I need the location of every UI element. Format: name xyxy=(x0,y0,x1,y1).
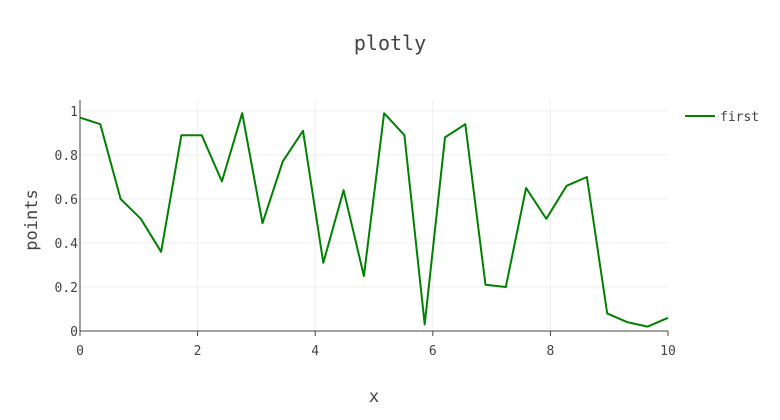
x-tick-label: 6 xyxy=(429,344,437,359)
x-tick-label: 0 xyxy=(76,344,84,359)
y-tick-label: 0.6 xyxy=(55,193,78,208)
y-tick-label: 0.8 xyxy=(55,149,78,164)
x-tick-label: 2 xyxy=(194,344,202,359)
x-tick-label: 8 xyxy=(546,344,554,359)
legend-label: first xyxy=(720,110,759,125)
x-axis-title: x xyxy=(369,387,379,407)
legend-item-first[interactable]: first xyxy=(685,110,759,125)
y-tick-label: 0 xyxy=(70,325,78,340)
legend[interactable]: first xyxy=(685,110,759,125)
y-tick-label: 0.2 xyxy=(55,281,78,296)
series-line-first[interactable] xyxy=(79,112,669,328)
x-tick-label: 10 xyxy=(660,344,676,359)
series-layer xyxy=(79,112,669,328)
y-tick-label: 0.4 xyxy=(55,237,79,252)
y-tick-label: 1 xyxy=(70,105,78,120)
y-axis-title: points xyxy=(22,189,42,250)
chart-title: plotly xyxy=(354,31,426,55)
x-tick-label: 4 xyxy=(311,344,319,359)
axes: 00.20.40.60.810 2 4 6 8 10 xyxy=(55,100,676,359)
